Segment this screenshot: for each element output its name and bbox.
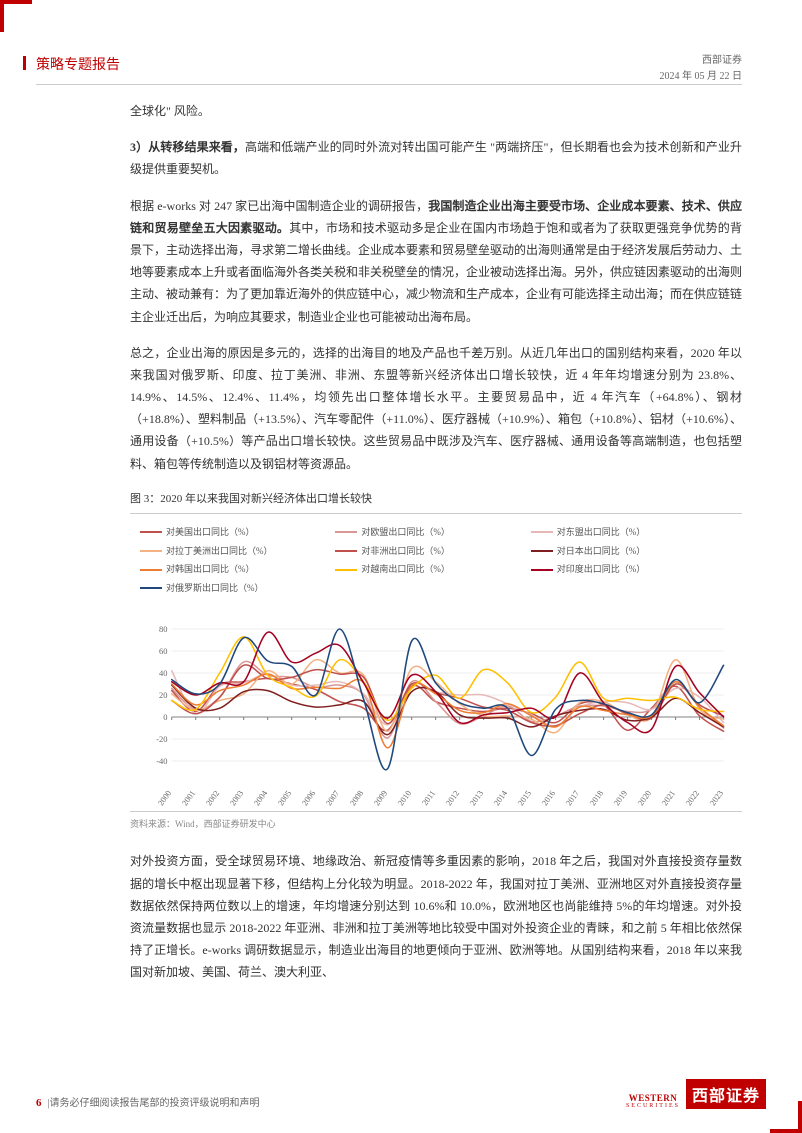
legend-swatch xyxy=(140,531,162,533)
logo-chinese: 西部证券 xyxy=(686,1079,766,1109)
legend-label: 对欧盟出口同比（%） xyxy=(361,524,450,541)
para-seg-b: 其中，市场和技术驱动多是企业在国内市场趋于饱和或者为了获取更强竞争优势的背景下，… xyxy=(130,221,742,324)
legend-item: 对印度出口同比（%） xyxy=(531,561,726,578)
legend-swatch xyxy=(140,569,162,571)
header-meta: 西部证券 2024 年 05 月 22 日 xyxy=(660,54,743,84)
legend-item: 对韩国出口同比（%） xyxy=(140,561,335,578)
logo-en-sub: SECURITIES xyxy=(626,1103,680,1109)
chart-legend: 对美国出口同比（%） 对欧盟出口同比（%） 对东盟出口同比（%） 对拉丁美洲出口同比（… xyxy=(130,520,742,601)
legend-item: 对越南出口同比（%） xyxy=(335,561,530,578)
chart-source: 资料来源：Wind，西部证券研发中心 xyxy=(130,811,742,833)
chart-plot: -40 -20 0 20 40 60 80 2000 2001 2002 2003 2004 2005 2… xyxy=(140,601,732,811)
para-seg-a: 根据 e-works 对 247 家已出海中国制造企业的调研报告， xyxy=(130,199,428,213)
report-body: 全球化" 风险。 3）从转移结果来看，高端和低端产业的同时外流对转出国可能产生 … xyxy=(130,100,742,997)
legend-swatch xyxy=(335,531,357,533)
svg-text:2007: 2007 xyxy=(324,789,341,807)
para-eworks: 根据 e-works 对 247 家已出海中国制造企业的调研报告，我国制造企业出… xyxy=(130,195,742,328)
legend-swatch xyxy=(140,587,162,589)
svg-text:2010: 2010 xyxy=(396,789,413,807)
legend-item: 对欧盟出口同比（%） xyxy=(335,524,530,541)
legend-label: 对拉丁美洲出口同比（%） xyxy=(166,543,273,560)
page-number: 6 xyxy=(36,1097,42,1109)
para-point3: 3）从转移结果来看，高端和低端产业的同时外流对转出国可能产生 "两端挤压"，但长… xyxy=(130,136,742,180)
legend-label: 对印度出口同比（%） xyxy=(557,561,646,578)
legend-swatch xyxy=(335,569,357,571)
svg-text:-40: -40 xyxy=(156,757,167,766)
svg-text:2014: 2014 xyxy=(492,789,509,807)
para-continuation: 全球化" 风险。 xyxy=(130,100,742,122)
svg-text:2018: 2018 xyxy=(588,789,605,807)
svg-text:2003: 2003 xyxy=(228,789,245,807)
svg-text:2000: 2000 xyxy=(156,789,173,807)
svg-text:2002: 2002 xyxy=(204,789,221,807)
para-lead-bold: 3）从转移结果来看， xyxy=(130,140,245,154)
legend-swatch xyxy=(531,569,553,571)
para-investment: 对外投资方面，受全球贸易环境、地缘政治、新冠疫情等多重因素的影响，2018 年之… xyxy=(130,850,742,983)
report-date: 2024 年 05 月 22 日 xyxy=(660,70,743,84)
corner-decoration xyxy=(0,0,4,32)
legend-swatch xyxy=(531,550,553,552)
legend-item: 对俄罗斯出口同比（%） xyxy=(140,580,335,597)
svg-text:2012: 2012 xyxy=(444,789,461,807)
report-type: 策略专题报告 xyxy=(36,54,120,74)
figure-3: 图 3：2020 年以来我国对新兴经济体出口增长较快 对美国出口同比（%） 对欧盟… xyxy=(130,489,742,833)
legend-item: 对日本出口同比（%） xyxy=(531,543,726,560)
svg-text:2015: 2015 xyxy=(516,789,533,807)
svg-text:2001: 2001 xyxy=(180,789,197,807)
legend-label: 对韩国出口同比（%） xyxy=(166,561,255,578)
svg-text:60: 60 xyxy=(159,647,167,656)
svg-text:2009: 2009 xyxy=(372,789,389,807)
logo-en-top: WESTERN xyxy=(626,1094,680,1103)
svg-text:2023: 2023 xyxy=(708,789,725,807)
logo-english: WESTERN SECURITIES xyxy=(626,1094,680,1109)
legend-label: 对美国出口同比（%） xyxy=(166,524,255,541)
svg-text:2016: 2016 xyxy=(540,789,557,807)
chart-title: 图 3：2020 年以来我国对新兴经济体出口增长较快 xyxy=(130,489,742,514)
legend-item: 对非洲出口同比（%） xyxy=(335,543,530,560)
legend-label: 对俄罗斯出口同比（%） xyxy=(166,580,264,597)
legend-label: 对日本出口同比（%） xyxy=(557,543,646,560)
svg-text:40: 40 xyxy=(159,669,167,678)
svg-text:2017: 2017 xyxy=(564,789,581,807)
para-summary: 总之，企业出海的原因是多元的，选择的出海目的地及产品也千差万别。从近几年出口的国… xyxy=(130,342,742,475)
svg-text:2021: 2021 xyxy=(660,789,677,807)
svg-text:0: 0 xyxy=(163,713,167,722)
footer-logo: WESTERN SECURITIES 西部证券 xyxy=(626,1079,766,1109)
legend-item: 对拉丁美洲出口同比（%） xyxy=(140,543,335,560)
svg-text:2022: 2022 xyxy=(684,789,701,807)
svg-text:2020: 2020 xyxy=(636,789,653,807)
legend-label: 对东盟出口同比（%） xyxy=(557,524,646,541)
corner-decoration xyxy=(770,1129,802,1133)
legend-item: 对美国出口同比（%） xyxy=(140,524,335,541)
footer-disclaimer: 请务必仔细阅读报告尾部的投资评级说明和声明 xyxy=(50,1094,260,1109)
svg-text:2004: 2004 xyxy=(252,789,269,807)
header-rule xyxy=(36,84,742,85)
legend-swatch xyxy=(531,531,553,533)
svg-text:2011: 2011 xyxy=(420,789,437,807)
header-accent xyxy=(23,56,26,70)
legend-label: 对非洲出口同比（%） xyxy=(361,543,450,560)
company-name: 西部证券 xyxy=(660,54,743,68)
svg-text:2005: 2005 xyxy=(276,789,293,807)
svg-text:-20: -20 xyxy=(156,735,167,744)
corner-decoration xyxy=(0,0,32,4)
svg-text:80: 80 xyxy=(159,625,167,634)
page-footer: 6 | 请务必仔细阅读报告尾部的投资评级说明和声明 WESTERN SECURI… xyxy=(36,1079,766,1109)
svg-text:2008: 2008 xyxy=(348,789,365,807)
svg-text:2019: 2019 xyxy=(612,789,629,807)
line-chart-svg: -40 -20 0 20 40 60 80 2000 2001 2002 2003 2004 2005 2… xyxy=(140,601,732,811)
legend-item: 对东盟出口同比（%） xyxy=(531,524,726,541)
svg-text:2013: 2013 xyxy=(468,789,485,807)
page-header: 策略专题报告 西部证券 2024 年 05 月 22 日 xyxy=(36,54,742,84)
legend-swatch xyxy=(335,550,357,552)
svg-text:20: 20 xyxy=(159,691,167,700)
svg-text:2006: 2006 xyxy=(300,789,317,807)
footer-left: 6 | 请务必仔细阅读报告尾部的投资评级说明和声明 xyxy=(36,1094,260,1109)
legend-label: 对越南出口同比（%） xyxy=(361,561,450,578)
legend-swatch xyxy=(140,550,162,552)
